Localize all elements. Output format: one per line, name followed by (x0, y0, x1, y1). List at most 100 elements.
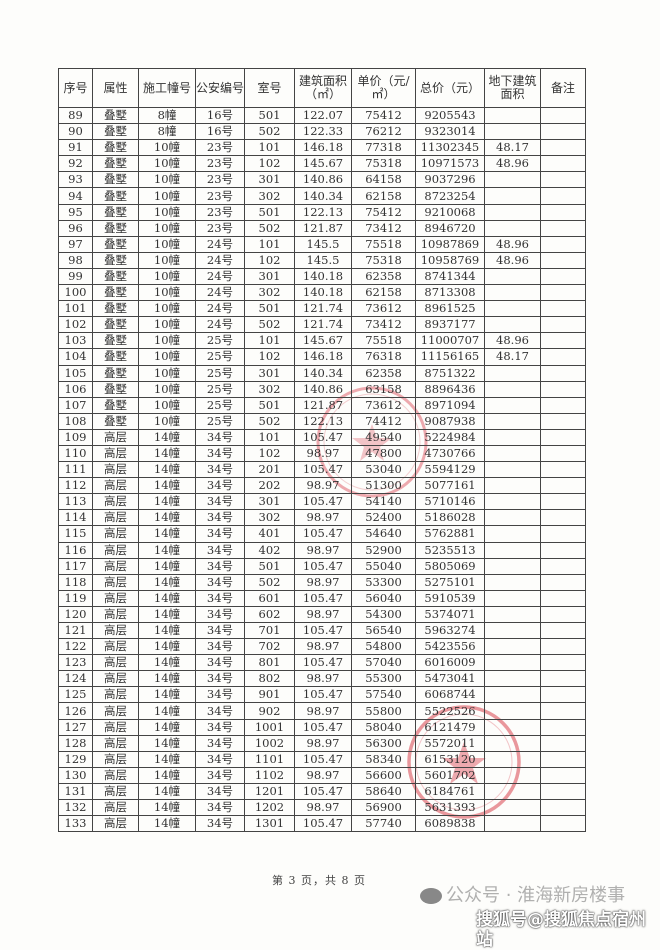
table-cell (540, 235, 586, 253)
table-cell (540, 348, 586, 366)
sohu-watermark: 搜狐号@搜狐焦点宿州站 (476, 910, 646, 950)
table-cell (484, 444, 541, 463)
table-cell: 叠墅 (92, 348, 139, 366)
table-cell: 105.47 (294, 750, 352, 768)
table-cell: 14幢 (138, 750, 196, 768)
table-cell: 高层 (92, 686, 139, 704)
table-cell: 叠墅 (92, 316, 139, 334)
table-cell: 高层 (92, 573, 139, 591)
table-cell: 高层 (92, 654, 139, 672)
table-cell: 47800 (351, 444, 416, 463)
table-cell: 201 (244, 461, 295, 479)
table-cell: 105.47 (294, 428, 352, 446)
table-cell: 76212 (351, 123, 416, 141)
table-cell (540, 219, 586, 237)
table-cell: 131 (58, 782, 93, 801)
table-cell: 73612 (351, 300, 416, 318)
table-cell: 23号 (195, 203, 245, 221)
table-cell: 95 (58, 203, 93, 221)
table-cell: 601 (244, 589, 295, 607)
table-cell: 11000707 (415, 332, 485, 350)
table-cell (540, 155, 586, 173)
table-cell (540, 734, 586, 752)
table-cell: 48.96 (484, 235, 541, 253)
table-cell: 98.97 (294, 638, 352, 656)
table-cell: 401 (244, 525, 295, 543)
table-cell: 75412 (351, 106, 416, 125)
table-cell: 48.17 (484, 139, 541, 157)
table-cell: 10幢 (138, 316, 196, 334)
table-cell: 98.97 (294, 766, 352, 784)
table-cell: 98.97 (294, 541, 352, 559)
table-cell: 92 (58, 155, 93, 173)
table-cell: 叠墅 (92, 300, 139, 318)
table-cell: 122 (58, 638, 93, 656)
wechat-watermark: 公众号 · 淮海新房楼事 (446, 885, 626, 906)
table-cell: 502 (244, 412, 295, 430)
table-cell: 96 (58, 219, 93, 237)
table-cell (484, 686, 541, 704)
table-cell: 48.96 (484, 332, 541, 350)
table-cell: 502 (244, 573, 295, 591)
table-cell: 93 (58, 171, 93, 189)
wechat-icon (420, 888, 442, 904)
table-cell: 146.18 (294, 348, 352, 366)
table-cell: 高层 (92, 461, 139, 479)
table-cell (540, 525, 586, 543)
table-cell (484, 654, 541, 672)
table-cell: 高层 (92, 541, 139, 559)
table-cell: 57540 (351, 686, 416, 704)
table-cell (540, 750, 586, 768)
table-cell (540, 428, 586, 446)
table-cell: 57740 (351, 815, 416, 833)
table-row: 101 叠墅 10幢 24号 501 121.74 73612 8961525 (58, 300, 586, 318)
table-cell: 14幢 (138, 766, 196, 784)
table-cell: 9037296 (415, 171, 485, 189)
table-cell (484, 171, 541, 189)
table-cell: 94 (58, 187, 93, 205)
table-cell: 24号 (195, 284, 245, 302)
table-cell: 4730766 (415, 444, 485, 463)
table-cell: 105.47 (294, 718, 352, 736)
table-cell: 高层 (92, 734, 139, 752)
table-cell: 14幢 (138, 493, 196, 511)
table-cell: 901 (244, 686, 295, 704)
table-cell: 10幢 (138, 187, 196, 205)
table-cell: 57040 (351, 654, 416, 672)
table-cell: 10987869 (415, 235, 485, 253)
table-cell: 叠墅 (92, 123, 139, 141)
table-cell (484, 621, 541, 640)
table-cell: 124 (58, 670, 93, 688)
table-cell: 302 (244, 187, 295, 205)
table-cell: 34号 (195, 621, 245, 640)
table-row: 120 高层 14幢 34号 602 98.97 54300 5374071 (58, 605, 586, 624)
table-cell: 58340 (351, 750, 416, 768)
table-cell: 叠墅 (92, 171, 139, 189)
table-cell: 16号 (195, 106, 245, 125)
table-cell: 502 (244, 219, 295, 237)
table-cell: 16号 (195, 123, 245, 141)
table-cell: 高层 (92, 493, 139, 511)
table-cell (540, 686, 586, 704)
table-cell (540, 815, 586, 833)
table-cell: 105.47 (294, 621, 352, 640)
table-cell (540, 718, 586, 736)
table-cell: 高层 (92, 428, 139, 446)
table-cell (540, 782, 586, 801)
table-cell (484, 734, 541, 752)
table-cell: 34号 (195, 766, 245, 784)
table-cell: 8961525 (415, 300, 485, 318)
table-cell: 叠墅 (92, 332, 139, 350)
table-row: 107 叠墅 10幢 25号 501 121.87 73612 8971094 (58, 396, 586, 414)
housing-price-table: 序号 属性 施工幢号 公安编号 室号 建筑面积（㎡） 单价（元/㎡） 总价（元） 地下建筑面积备… (58, 68, 586, 833)
table-cell: 叠墅 (92, 396, 139, 414)
table-cell: 48.17 (484, 348, 541, 366)
table-cell: 56040 (351, 589, 416, 607)
column-header: 总价（元） (415, 68, 485, 108)
table-cell: 98.97 (294, 799, 352, 817)
table-cell: 127 (58, 718, 93, 736)
table-cell: 98.97 (294, 702, 352, 720)
table-cell: 高层 (92, 670, 139, 688)
table-cell: 99 (58, 267, 93, 286)
table-cell: 34号 (195, 815, 245, 833)
